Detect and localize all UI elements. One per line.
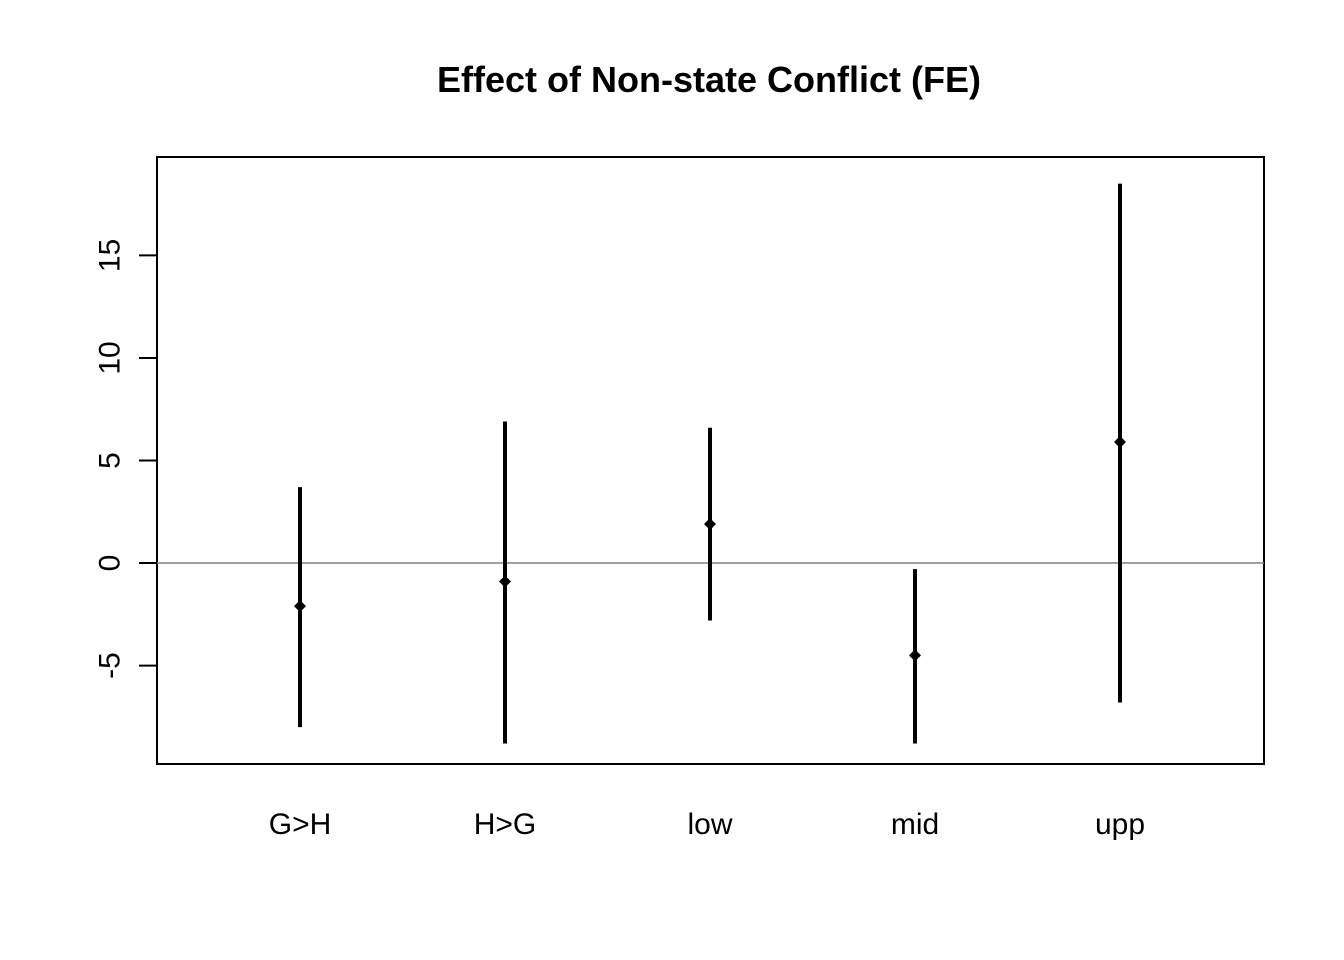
x-tick-label: G>H xyxy=(269,808,332,841)
error-bars xyxy=(294,183,1126,744)
y-axis: -5 0 5 10 15 xyxy=(94,239,157,679)
x-tick-label: mid xyxy=(891,808,939,841)
point-estimate xyxy=(909,649,921,662)
y-tick-label: 5 xyxy=(94,452,127,469)
x-axis: G>H H>G low mid upp xyxy=(269,808,1145,841)
point-estimate xyxy=(499,575,511,588)
point-estimate xyxy=(294,600,306,613)
y-tick-label: -5 xyxy=(94,652,127,679)
y-tick-label: 10 xyxy=(94,341,127,374)
x-tick-label: H>G xyxy=(474,808,537,841)
y-tick-label: 15 xyxy=(94,239,127,272)
point-estimate xyxy=(704,518,716,531)
point-estimate xyxy=(1114,436,1126,449)
x-tick-label: low xyxy=(687,808,732,841)
chart-title: Effect of Non-state Conflict (FE) xyxy=(437,59,981,100)
y-tick-label: 0 xyxy=(94,555,127,572)
x-tick-label: upp xyxy=(1095,808,1145,841)
